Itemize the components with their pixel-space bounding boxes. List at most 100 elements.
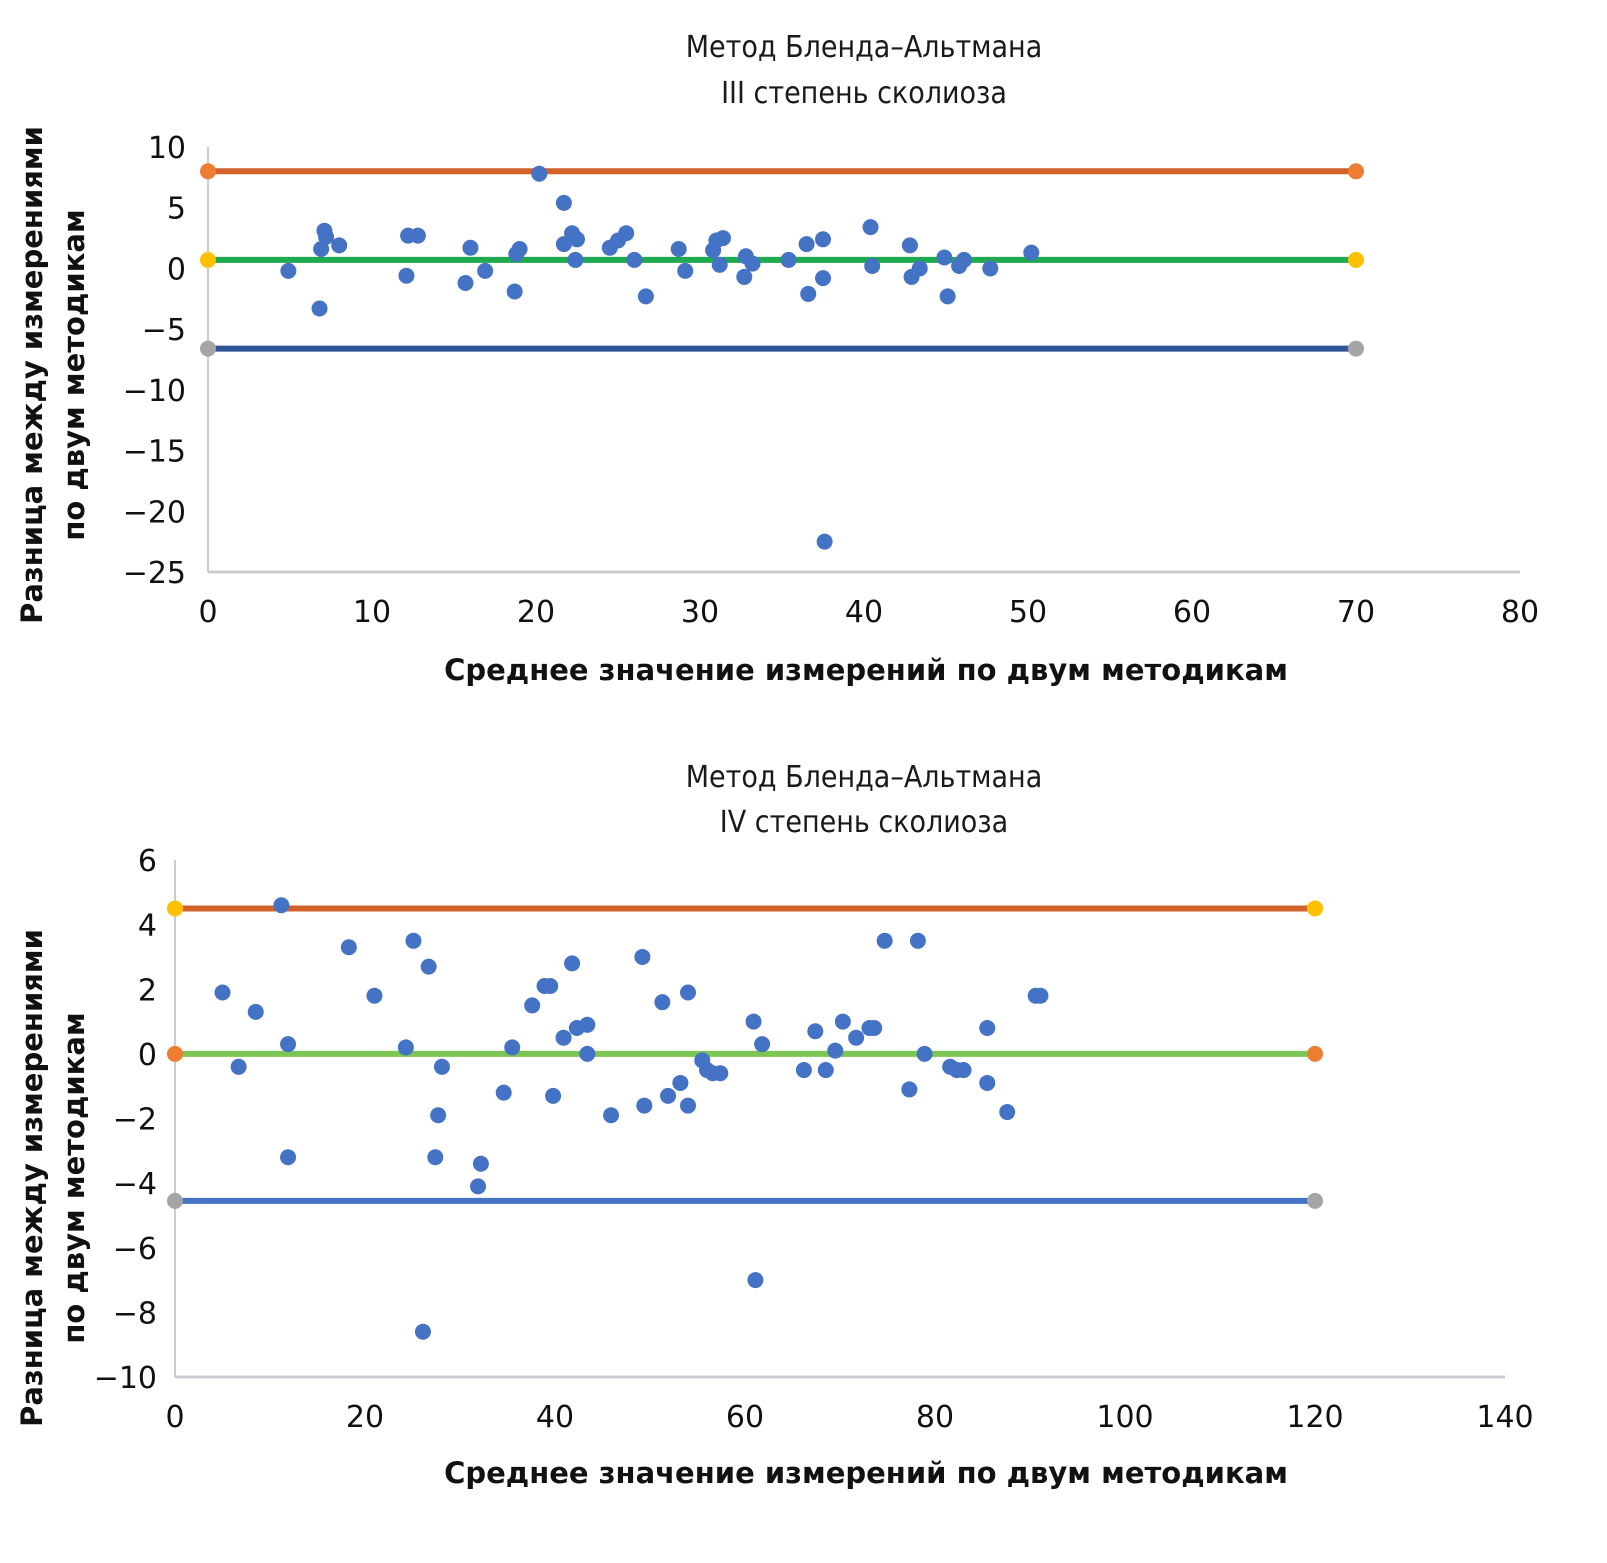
data-point xyxy=(744,255,761,272)
data-point xyxy=(331,237,348,254)
data-point xyxy=(366,987,383,1004)
data-point xyxy=(815,231,831,248)
data-point xyxy=(579,1045,596,1062)
y-tick-label: −5 xyxy=(142,313,186,348)
reference-lines xyxy=(167,900,1323,1209)
data-point xyxy=(637,288,654,305)
chart-title: Метод Бленда–Альтмана xyxy=(686,760,1043,795)
data-point xyxy=(636,1097,653,1114)
y-tick-label: −2 xyxy=(113,1103,157,1138)
data-point xyxy=(711,256,728,273)
data-point xyxy=(956,251,973,268)
x-axis-label: Среднее значение измерений по двум метод… xyxy=(444,1456,1288,1490)
y-tick-label: 5 xyxy=(167,192,186,227)
data-point xyxy=(780,251,797,268)
data-point xyxy=(318,228,335,245)
data-point xyxy=(340,939,357,956)
data-point xyxy=(999,1104,1016,1121)
y-axis-label-line1: Разница между измерениями xyxy=(15,126,49,624)
data-point xyxy=(800,285,817,302)
data-point xyxy=(214,984,231,1001)
data-point xyxy=(477,262,494,279)
data-point xyxy=(409,227,426,244)
x-axis-label: Среднее значение измерений по двум метод… xyxy=(444,653,1288,687)
data-point xyxy=(564,955,581,972)
data-point xyxy=(427,1149,444,1166)
mean-difference-start-marker xyxy=(200,251,216,268)
y-tick-label: −10 xyxy=(123,374,186,409)
x-ticks: 0 10 20 30 40 50 60 70 80 xyxy=(198,595,1539,630)
data-point xyxy=(876,932,893,949)
data-point xyxy=(405,932,422,949)
data-point xyxy=(909,932,926,949)
chart-subtitle: III степень сколиоза xyxy=(721,76,1007,111)
data-point xyxy=(817,1062,834,1079)
data-point xyxy=(626,251,643,268)
data-point xyxy=(660,1087,677,1104)
data-point xyxy=(714,230,731,247)
y-tick-label: −15 xyxy=(123,435,186,470)
data-point xyxy=(848,1029,865,1046)
data-point xyxy=(433,1058,450,1075)
x-tick-label: 140 xyxy=(1476,1400,1533,1435)
lower-limit-start-marker xyxy=(167,1192,183,1209)
x-tick-label: 20 xyxy=(517,595,555,630)
data-point xyxy=(397,1039,414,1056)
y-tick-label: 10 xyxy=(148,131,186,166)
x-tick-label: 30 xyxy=(681,595,719,630)
data-point xyxy=(901,1081,918,1098)
data-point xyxy=(555,194,572,211)
data-point xyxy=(654,994,671,1011)
data-point xyxy=(457,275,474,291)
axes xyxy=(207,147,1520,574)
data-point xyxy=(603,1107,620,1124)
data-point xyxy=(747,1272,764,1289)
mean-difference-start-marker xyxy=(167,1045,183,1062)
data-point xyxy=(816,533,833,550)
data-point xyxy=(864,258,881,274)
x-tick-label: 20 xyxy=(346,1400,384,1435)
data-point xyxy=(901,237,918,254)
data-points xyxy=(280,165,1040,550)
x-tick-label: 60 xyxy=(726,1400,764,1435)
y-axis-label-line2: по двум методикам xyxy=(57,1012,91,1343)
data-point xyxy=(506,283,523,300)
data-point xyxy=(672,1074,689,1091)
data-point xyxy=(862,219,879,236)
data-point xyxy=(866,1020,883,1037)
data-point xyxy=(680,984,696,1001)
data-point xyxy=(712,1065,729,1082)
data-point xyxy=(936,249,953,266)
data-point xyxy=(495,1084,512,1101)
data-point xyxy=(280,1036,297,1053)
y-tick-label: −4 xyxy=(113,1167,157,1202)
data-point xyxy=(807,1023,824,1040)
y-tick-label: 2 xyxy=(138,973,157,1008)
data-point xyxy=(736,268,753,285)
data-point xyxy=(555,1029,572,1046)
data-point xyxy=(545,1087,562,1104)
data-point xyxy=(955,1062,972,1079)
data-point xyxy=(618,225,635,242)
data-point xyxy=(677,262,694,279)
data-point xyxy=(230,1058,247,1075)
data-point xyxy=(979,1074,996,1091)
x-tick-label: 0 xyxy=(165,1400,184,1435)
data-point xyxy=(398,267,415,284)
data-point xyxy=(531,165,548,182)
data-point xyxy=(462,239,479,256)
x-tick-label: 80 xyxy=(1501,595,1539,630)
y-tick-label: −6 xyxy=(113,1232,157,1267)
data-point xyxy=(815,270,831,287)
x-tick-label: 70 xyxy=(1337,595,1375,630)
y-tick-label: −8 xyxy=(113,1296,157,1331)
y-axis-label: Разница между измерениями по двум методи… xyxy=(15,929,91,1427)
data-point xyxy=(524,997,541,1014)
x-tick-label: 0 xyxy=(198,595,217,630)
x-tick-label: 50 xyxy=(1009,595,1047,630)
data-point xyxy=(504,1039,521,1056)
data-point xyxy=(795,1062,812,1079)
data-point xyxy=(567,251,584,268)
data-point xyxy=(470,1178,487,1195)
